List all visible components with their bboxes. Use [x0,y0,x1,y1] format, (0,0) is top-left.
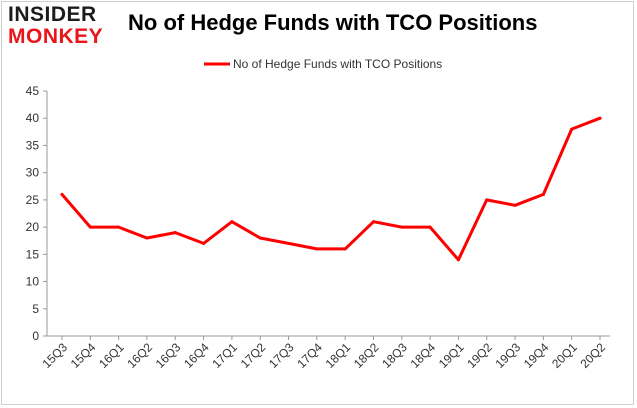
y-tick-label: 25 [26,193,40,207]
data-point [117,225,121,229]
y-tick-label: 40 [26,111,40,125]
data-point [202,241,206,245]
data-point [371,220,375,224]
data-point [173,231,177,235]
y-tick-label: 45 [26,84,40,98]
x-tick-label: 15Q4 [68,340,99,371]
data-point [513,203,517,207]
x-tick-label: 19Q1 [436,340,467,371]
x-tick-label: 20Q2 [577,340,608,371]
data-point [541,192,545,196]
x-tick-label: 16Q1 [96,340,127,371]
y-tick-label: 5 [32,302,39,316]
logo-line-1: INSIDER [8,3,97,26]
x-tick-label: 16Q3 [153,340,184,371]
x-tick-label: 17Q1 [209,340,240,371]
data-point [287,241,291,245]
y-tick-label: 35 [26,138,40,152]
data-point [570,127,574,131]
y-tick-label: 0 [32,329,39,343]
x-tick-label: 15Q3 [39,340,70,371]
y-tick-label: 10 [26,275,40,289]
insider-monkey-logo: INSIDER MONKEY [8,4,120,52]
legend-label: No of Hedge Funds with TCO Positions [233,57,442,71]
data-point [88,225,92,229]
data-point [343,247,347,251]
data-point [230,220,234,224]
x-tick-label: 20Q1 [549,340,580,371]
x-tick-label: 19Q2 [464,340,495,371]
data-point [60,192,64,196]
x-tick-label: 19Q3 [493,340,524,371]
chart-title: No of Hedge Funds with TCO Positions [128,10,538,35]
data-point [428,225,432,229]
x-tick-label: 16Q2 [124,340,155,371]
y-tick-label: 30 [26,166,40,180]
data-point [598,116,602,120]
x-tick-label: 16Q4 [181,340,212,371]
x-tick-label: 18Q3 [379,340,410,371]
x-tick-label: 17Q4 [294,340,325,371]
x-tick-label: 17Q3 [266,340,297,371]
series-line [60,116,602,262]
data-point [456,258,460,262]
y-tick-label: 20 [26,220,40,234]
x-tick-label: 17Q2 [238,340,269,371]
data-point [145,236,149,240]
x-tick-label: 18Q1 [323,340,354,371]
x-tick-label: 19Q4 [521,340,552,371]
data-point [400,225,404,229]
logo-line-2: MONKEY [8,25,104,48]
x-tick-label: 18Q2 [351,340,382,371]
data-point [315,247,319,251]
y-tick-label: 15 [26,247,40,261]
data-point [258,236,262,240]
x-tick-label: 18Q4 [408,340,439,371]
data-point [485,198,489,202]
